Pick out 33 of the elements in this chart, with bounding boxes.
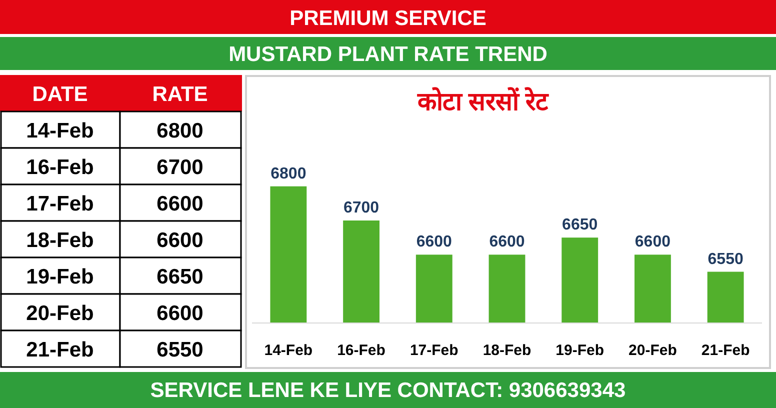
data-label: 6650 [562, 216, 598, 234]
category-label: 17-Feb [26, 192, 94, 216]
category-label: 14-Feb [26, 120, 94, 142]
data-label: 6550 [708, 250, 744, 268]
text: DATE [32, 83, 88, 106]
category-label: 16-Feb [26, 156, 94, 179]
x-tick-label: 17-Feb [410, 342, 458, 359]
category-label: 20-Feb [26, 302, 94, 325]
data-label: 6600 [489, 234, 525, 251]
category-label: 18-Feb [26, 229, 94, 252]
data-label: 6800 [270, 165, 306, 182]
x-tick-label: 19-Feb [556, 342, 604, 359]
chart-title: PREMIUM SERVICE [290, 7, 486, 30]
x-tick-label: 21-Feb [701, 342, 750, 359]
data-label: 6600 [634, 234, 671, 251]
text: 6600 [156, 229, 204, 252]
text: 6600 [156, 302, 204, 325]
x-tick-label: 16-Feb [337, 342, 386, 359]
text: 6700 [156, 156, 204, 179]
data-label: 6700 [343, 200, 380, 216]
text: SERVICE LENE KE LIYE CONTACT: 9306639343 [150, 379, 626, 402]
x-tick-label: 20-Feb [628, 342, 677, 359]
data-label: 6600 [416, 234, 452, 251]
x-tick-label: 14-Feb [264, 342, 313, 359]
category-label: 19-Feb [26, 266, 94, 288]
text: 6600 [156, 192, 204, 216]
text: RATE [152, 83, 208, 106]
text: 6800 [156, 120, 204, 142]
x-tick-label: 18-Feb [482, 342, 532, 359]
annotation: कोटा सरसों रेट [416, 87, 550, 116]
chart-subtitle: MUSTARD PLANT RATE TREND [228, 43, 548, 66]
text: 6550 [156, 338, 204, 362]
text: 6650 [156, 266, 204, 288]
